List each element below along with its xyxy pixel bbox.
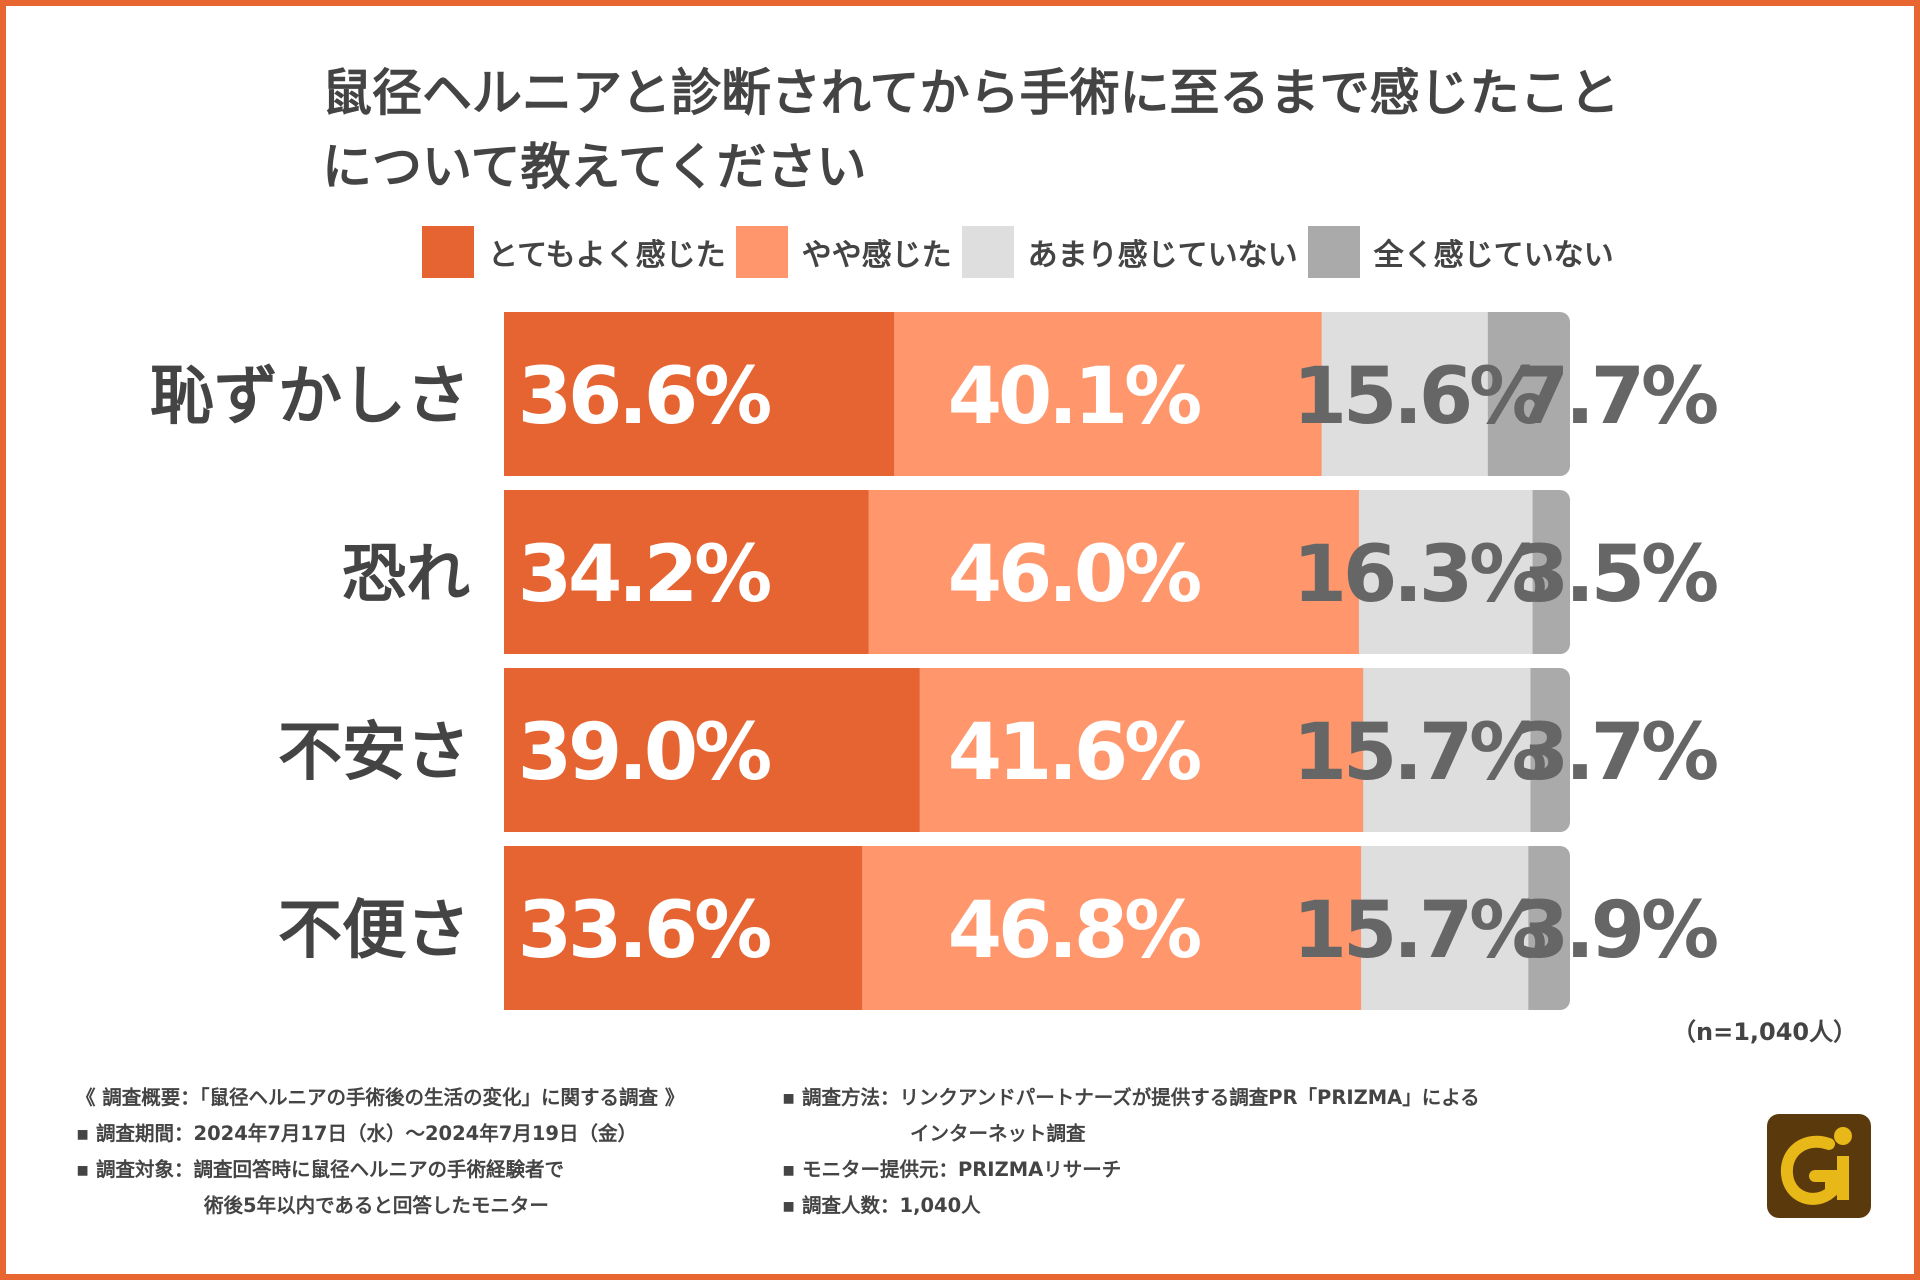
category-label: 恐れ <box>342 538 470 612</box>
data-label: 39.0% <box>518 708 770 798</box>
footer-line: 術後5年以内であると回答したモニター <box>204 1194 549 1217</box>
title-line-1: 鼠径ヘルニアと診断されてから手術に至るまで感じたこと <box>322 64 1620 122</box>
footer-survey-method: ▪ 調査方法：リンクアンドパートナーズが提供する調査PR「PRIZMA」による … <box>782 1080 1480 1224</box>
legend-swatch <box>735 226 788 278</box>
bar-segment <box>504 490 869 654</box>
bar-segment <box>894 312 1322 476</box>
data-label: 16.3% <box>1293 530 1545 620</box>
data-label: 33.6% <box>518 886 770 976</box>
legend-item: とてもよく感じた <box>422 226 726 278</box>
bar-segment <box>1532 490 1560 654</box>
legend-swatch <box>422 226 474 278</box>
category-label: 恥ずかしさ <box>150 360 470 434</box>
legend-label: とてもよく感じた <box>488 238 726 273</box>
data-label: 40.1% <box>948 352 1200 442</box>
legend-item: あまり感じていない <box>961 226 1298 278</box>
data-label: 36.6% <box>518 352 770 442</box>
title-line-2: について教えてください <box>322 138 867 196</box>
logo-letter-i <box>1837 1156 1849 1200</box>
legend-swatch <box>1307 226 1360 278</box>
bar-segment <box>504 668 920 832</box>
footer-line: ▪ モニター提供元：PRIZMAリサーチ <box>782 1158 1122 1181</box>
footer-line: 《 調査概要：「鼠径ヘルニアの手術後の生活の変化」に関する調査 》 <box>76 1086 685 1109</box>
legend-swatch <box>961 226 1014 278</box>
bar-segment <box>1363 668 1531 832</box>
chart-title: 鼠径ヘルニアと診断されてから手術に至るまで感じたこと について教えてください <box>322 56 1702 204</box>
brand-logo <box>1767 1114 1871 1218</box>
data-label: 3.7% <box>1515 708 1717 798</box>
data-label: 3.9% <box>1515 886 1717 976</box>
legend-label: やや感じた <box>801 238 952 273</box>
data-label: 15.6% <box>1293 352 1545 442</box>
bar-segment <box>504 312 895 476</box>
data-label: 3.5% <box>1515 530 1717 620</box>
logo-sun-icon <box>1834 1127 1852 1145</box>
category-label: 不便さ <box>278 894 470 968</box>
logo-letter-g <box>1780 1135 1837 1205</box>
legend-item: 全く感じていない <box>1307 226 1614 278</box>
data-label: 15.7% <box>1293 708 1545 798</box>
bar-segment <box>1530 668 1560 832</box>
bar-segment <box>862 846 1362 1010</box>
legend-item: やや感じた <box>735 226 952 278</box>
data-label: 46.8% <box>948 886 1200 976</box>
bar-segment <box>1528 846 1560 1010</box>
bar-segment <box>868 490 1359 654</box>
data-label: 41.6% <box>948 708 1200 798</box>
footer-line: インターネット調査 <box>910 1122 1086 1145</box>
legend-label: 全く感じていない <box>1373 238 1614 273</box>
legend-label: あまり感じていない <box>1027 238 1298 273</box>
sample-size-note: （n=1,040人） <box>1672 1018 1858 1046</box>
bar-segment <box>504 846 863 1010</box>
data-label: 15.7% <box>1293 886 1545 976</box>
bar-segment <box>1358 490 1533 654</box>
data-label: 34.2% <box>518 530 770 620</box>
bar-segment <box>1321 312 1488 476</box>
bar-segment <box>1361 846 1529 1010</box>
footer-line: ▪ 調査対象：調査回答時に鼠径ヘルニアの手術経験者で <box>76 1158 565 1181</box>
category-label: 不安さ <box>278 716 470 790</box>
bar-segment <box>1487 312 1560 476</box>
footer-line: ▪ 調査方法：リンクアンドパートナーズが提供する調査PR「PRIZMA」による <box>782 1086 1480 1109</box>
footer-line: ▪ 調査期間：2024年7月17日（水）～2024年7月19日（金） <box>76 1122 637 1145</box>
data-label: 46.0% <box>948 530 1200 620</box>
bar-segment <box>919 668 1364 832</box>
data-label: 7.7% <box>1515 352 1717 442</box>
footer-survey-summary: 《 調査概要：「鼠径ヘルニアの手術後の生活の変化」に関する調査 》 ▪ 調査期間… <box>76 1080 684 1224</box>
footer-line: ▪ 調査人数：1,040人 <box>782 1194 981 1217</box>
legend: とてもよく感じた やや感じた あまり感じていない 全く感じていない <box>422 226 1624 278</box>
